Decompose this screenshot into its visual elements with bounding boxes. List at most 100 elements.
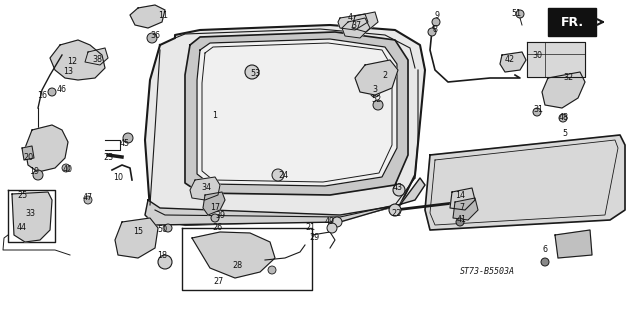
Circle shape xyxy=(516,10,524,18)
Circle shape xyxy=(541,258,549,266)
Text: 19: 19 xyxy=(29,166,39,175)
Text: 33: 33 xyxy=(25,209,35,218)
Text: 37: 37 xyxy=(351,21,361,30)
Text: 1: 1 xyxy=(213,110,218,119)
Text: 52: 52 xyxy=(371,95,381,105)
Text: 12: 12 xyxy=(67,58,77,67)
Polygon shape xyxy=(542,72,585,108)
Circle shape xyxy=(158,255,172,269)
Circle shape xyxy=(456,218,464,226)
Text: 9: 9 xyxy=(434,12,439,20)
Text: 11: 11 xyxy=(158,11,168,20)
Polygon shape xyxy=(555,230,592,258)
Polygon shape xyxy=(453,198,478,220)
Text: 30: 30 xyxy=(532,51,542,60)
Text: 22: 22 xyxy=(391,209,401,218)
Polygon shape xyxy=(355,60,398,95)
Circle shape xyxy=(62,164,70,172)
Circle shape xyxy=(327,223,337,233)
Text: 50: 50 xyxy=(157,226,167,235)
Text: 2: 2 xyxy=(382,70,387,79)
Text: 5: 5 xyxy=(563,129,568,138)
Circle shape xyxy=(245,65,259,79)
Circle shape xyxy=(84,196,92,204)
Polygon shape xyxy=(203,192,225,215)
Polygon shape xyxy=(85,48,108,65)
Polygon shape xyxy=(50,40,105,80)
Circle shape xyxy=(428,28,436,36)
Text: 18: 18 xyxy=(157,251,167,260)
Circle shape xyxy=(559,114,567,122)
Polygon shape xyxy=(500,52,526,72)
Text: 41: 41 xyxy=(457,215,467,225)
Circle shape xyxy=(373,100,383,110)
Text: 4: 4 xyxy=(348,13,353,22)
Text: 17: 17 xyxy=(210,203,220,212)
Text: 27: 27 xyxy=(213,277,223,286)
Text: 21: 21 xyxy=(305,223,315,233)
Polygon shape xyxy=(352,12,378,32)
Text: ST73-B5503A: ST73-B5503A xyxy=(460,268,515,276)
Text: 45: 45 xyxy=(120,139,130,148)
Text: 40: 40 xyxy=(63,165,73,174)
Text: 36: 36 xyxy=(150,30,160,39)
Polygon shape xyxy=(190,177,220,200)
Circle shape xyxy=(268,266,276,274)
Text: 26: 26 xyxy=(212,223,222,233)
Circle shape xyxy=(393,184,405,196)
Polygon shape xyxy=(12,192,52,242)
Text: 14: 14 xyxy=(455,190,465,199)
Text: 7: 7 xyxy=(460,204,465,212)
Polygon shape xyxy=(425,135,625,230)
Circle shape xyxy=(272,169,284,181)
Text: 51: 51 xyxy=(511,9,521,18)
Text: 20: 20 xyxy=(23,153,33,162)
Text: 44: 44 xyxy=(17,223,27,233)
Text: 42: 42 xyxy=(505,55,515,65)
Text: 24: 24 xyxy=(278,171,288,180)
Text: 28: 28 xyxy=(232,260,242,269)
Circle shape xyxy=(123,133,133,143)
Polygon shape xyxy=(197,39,397,186)
Polygon shape xyxy=(130,5,165,28)
Text: 46: 46 xyxy=(57,85,67,94)
Polygon shape xyxy=(185,32,408,195)
Text: 48: 48 xyxy=(559,114,569,123)
Text: 25: 25 xyxy=(17,191,27,201)
Text: 29: 29 xyxy=(310,234,320,243)
Text: 16: 16 xyxy=(37,91,47,100)
Circle shape xyxy=(332,217,342,227)
Text: 8: 8 xyxy=(432,26,437,35)
Text: 13: 13 xyxy=(63,68,73,76)
Circle shape xyxy=(432,18,440,26)
Text: 34: 34 xyxy=(201,182,211,191)
Text: 6: 6 xyxy=(542,245,548,254)
Text: 32: 32 xyxy=(563,74,573,83)
Text: 49: 49 xyxy=(325,218,335,227)
Polygon shape xyxy=(342,18,370,38)
Polygon shape xyxy=(145,25,425,225)
Polygon shape xyxy=(145,178,425,225)
Circle shape xyxy=(370,87,380,97)
Text: 23: 23 xyxy=(103,153,113,162)
Text: 15: 15 xyxy=(133,228,143,236)
Circle shape xyxy=(33,170,43,180)
Text: 39: 39 xyxy=(215,211,225,220)
Text: 53: 53 xyxy=(250,68,260,77)
Circle shape xyxy=(164,224,172,232)
Text: 38: 38 xyxy=(92,55,102,65)
Polygon shape xyxy=(192,232,275,278)
Text: 31: 31 xyxy=(533,106,543,115)
Polygon shape xyxy=(338,14,368,30)
Text: 43: 43 xyxy=(393,183,403,193)
Circle shape xyxy=(533,108,541,116)
Polygon shape xyxy=(115,218,158,258)
Text: 47: 47 xyxy=(83,193,93,202)
Text: FR.: FR. xyxy=(560,15,584,28)
Text: 10: 10 xyxy=(113,173,123,182)
Polygon shape xyxy=(25,125,68,172)
Polygon shape xyxy=(527,42,585,77)
Circle shape xyxy=(147,33,157,43)
Circle shape xyxy=(48,88,56,96)
Polygon shape xyxy=(450,188,475,210)
